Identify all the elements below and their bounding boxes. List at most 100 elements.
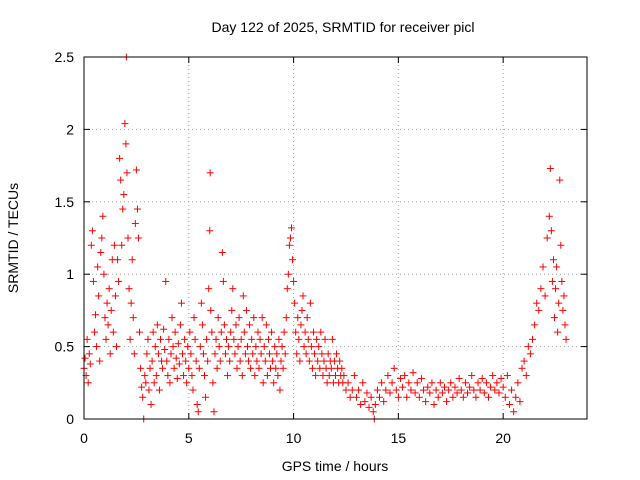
data-point [547, 227, 555, 235]
data-point [115, 277, 123, 285]
data-point [142, 379, 150, 387]
y-tick-label: 0.5 [55, 339, 75, 355]
data-point [214, 314, 222, 322]
data-point [417, 374, 425, 382]
data-point [138, 383, 146, 391]
data-point [474, 379, 482, 387]
data-point [316, 364, 324, 372]
data-point [240, 328, 248, 336]
data-point [476, 386, 484, 394]
data-point [510, 408, 518, 416]
data-point [223, 335, 231, 343]
y-tick-label: 1.5 [55, 194, 75, 210]
data-point [147, 401, 155, 409]
data-point [443, 398, 451, 406]
data-point [262, 321, 270, 329]
data-point [553, 263, 561, 271]
data-point [205, 285, 213, 293]
data-point [164, 372, 172, 380]
data-point [186, 328, 194, 336]
data-point [107, 306, 115, 314]
x-tick-label: 15 [391, 430, 407, 446]
data-point [405, 379, 413, 387]
data-point [436, 379, 444, 387]
data-point [484, 393, 492, 401]
data-point [204, 357, 212, 365]
data-point [289, 256, 297, 264]
data-point [189, 386, 197, 394]
data-point [308, 364, 316, 372]
data-point [131, 220, 139, 228]
data-point [378, 379, 386, 387]
data-point [255, 364, 263, 372]
data-point [230, 335, 238, 343]
data-point [403, 393, 411, 401]
data-point [321, 335, 329, 343]
data-point [562, 335, 570, 343]
data-point [287, 224, 295, 232]
data-point [246, 321, 254, 329]
data-point [238, 372, 246, 380]
data-point [257, 350, 265, 358]
data-point [187, 350, 195, 358]
data-point [380, 398, 388, 406]
data-point [220, 321, 228, 329]
data-point [543, 234, 551, 242]
data-point [556, 176, 564, 184]
data-point [165, 335, 173, 343]
data-point [359, 379, 367, 387]
data-point [252, 343, 260, 351]
data-point [242, 306, 250, 314]
data-point [453, 389, 461, 397]
data-point [225, 343, 233, 351]
data-point [552, 285, 560, 293]
data-point [136, 328, 144, 336]
data-point [218, 248, 226, 256]
data-point [291, 299, 299, 307]
data-point [170, 364, 178, 372]
data-point [365, 403, 373, 411]
data-point [98, 234, 106, 242]
data-point [95, 292, 103, 300]
data-point [352, 393, 360, 401]
data-point [344, 379, 352, 387]
data-point [338, 364, 346, 372]
data-point [116, 154, 124, 162]
data-point [294, 314, 302, 322]
data-point [280, 328, 288, 336]
data-point [253, 357, 261, 365]
data-point [229, 285, 237, 293]
data-point [324, 350, 332, 358]
data-point [166, 379, 174, 387]
data-point [470, 386, 478, 394]
data-point [224, 372, 232, 380]
data-point [103, 299, 111, 307]
data-point [127, 299, 135, 307]
data-point [233, 364, 241, 372]
data-point [367, 393, 375, 401]
data-point [548, 277, 556, 285]
data-point [179, 350, 187, 358]
data-point [290, 277, 298, 285]
data-point [86, 360, 94, 368]
data-point [198, 321, 206, 329]
data-point [102, 335, 110, 343]
data-point [201, 372, 209, 380]
data-point [209, 379, 217, 387]
data-point [516, 398, 524, 406]
data-point [478, 374, 486, 382]
data-point [104, 321, 112, 329]
data-point [340, 372, 348, 380]
data-point [183, 379, 191, 387]
data-point [284, 270, 292, 278]
data-point [265, 350, 273, 358]
data-point [237, 335, 245, 343]
data-point [505, 401, 513, 409]
data-point [133, 205, 141, 213]
data-point [151, 343, 159, 351]
data-point [440, 383, 448, 391]
data-point [128, 256, 136, 264]
data-point [445, 386, 453, 394]
